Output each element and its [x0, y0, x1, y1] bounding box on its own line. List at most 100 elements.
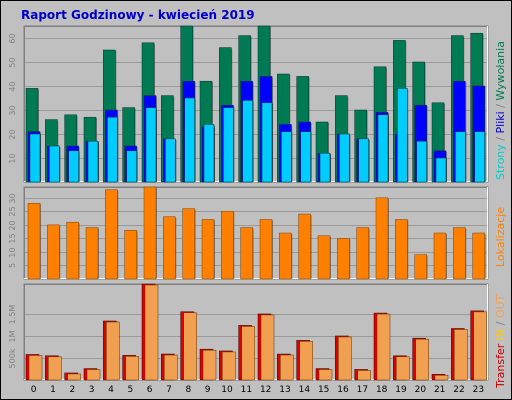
- bar-strony-4: [107, 116, 118, 183]
- legend-entry: Transfer: [494, 340, 507, 389]
- y-tick-label: 5: [8, 263, 17, 268]
- panel-bottom: 500k 1M 1.5M: [8, 283, 489, 381]
- bar-transfer-out-12: [260, 314, 275, 381]
- bar-strony-21: [435, 157, 447, 183]
- bar-strony-3: [87, 140, 99, 183]
- x-tick-0: 0: [31, 385, 37, 395]
- x-tick-3: 3: [89, 385, 95, 395]
- bar-visits-15: [317, 235, 331, 280]
- x-tick-23: 23: [473, 385, 484, 395]
- y-tick-label: 30: [8, 105, 17, 115]
- chart-panels: 10 20 30 40 50 60 5 10 15 20 25 30 500k 1M 1.5M: [8, 25, 489, 381]
- bar-transfer-out-16: [338, 336, 352, 381]
- legend-transfer: Transfer IN / OUT: [494, 294, 507, 389]
- x-tick-11: 11: [241, 385, 252, 395]
- bar-strony-1: [49, 145, 60, 183]
- bar-transfer-out-21: [434, 375, 449, 381]
- bar-visits-7: [163, 216, 176, 280]
- legend-entry: /: [494, 101, 507, 108]
- legend-entry: Lokalizacje: [494, 207, 507, 267]
- bar-transfer-out-20: [415, 338, 429, 381]
- bar-strony-12: [261, 102, 273, 183]
- bar-strony-8: [184, 97, 195, 183]
- x-tick-19: 19: [395, 385, 407, 395]
- bar-transfer-out-10: [222, 351, 236, 381]
- y-tick-label: 30: [8, 193, 17, 203]
- x-tick-22: 22: [453, 385, 464, 395]
- panel-top: 10 20 30 40 50 60: [8, 25, 489, 183]
- bar-strony-11: [242, 100, 253, 183]
- bar-visits-18: [375, 197, 389, 280]
- x-tick-1: 1: [50, 385, 56, 395]
- legend-entry: OUT: [494, 294, 507, 318]
- bar-visits-13: [279, 232, 292, 280]
- bar-transfer-out-9: [202, 349, 217, 381]
- legend-entry: Strony: [494, 141, 507, 180]
- bar-strony-14: [300, 131, 311, 183]
- y-tick-label: 10: [8, 153, 17, 163]
- y-tick-label: 1M: [8, 330, 17, 342]
- y-tick-label: 25: [8, 206, 17, 216]
- bar-visits-21: [433, 232, 447, 280]
- bar-strony-2: [68, 150, 79, 183]
- y-tick-label: 15: [8, 233, 17, 243]
- bar-visits-4: [105, 189, 118, 280]
- bar-visits-10: [221, 211, 234, 280]
- x-tick-16: 16: [337, 385, 349, 395]
- bar-strony-17: [358, 138, 369, 183]
- x-tick-21: 21: [434, 385, 445, 395]
- x-tick-2: 2: [69, 385, 75, 395]
- bar-transfer-out-1: [48, 356, 62, 381]
- bar-strony-23: [474, 131, 485, 183]
- bar-visits-6: [143, 186, 157, 280]
- bar-visits-8: [182, 208, 195, 280]
- y-tick-label: 500k: [8, 348, 17, 368]
- x-tick-12: 12: [260, 385, 271, 395]
- bar-transfer-out-4: [106, 321, 120, 381]
- y-tick-label: 20: [8, 129, 17, 139]
- legend-entry: IN: [494, 325, 507, 340]
- bar-strony-15: [319, 152, 331, 183]
- x-tick-5: 5: [127, 385, 133, 395]
- x-tick-20: 20: [415, 385, 427, 395]
- bar-visits-5: [124, 230, 137, 280]
- bar-strony-16: [339, 133, 350, 183]
- bar-transfer-out-2: [67, 373, 81, 381]
- y-tick-label: 50: [8, 57, 17, 67]
- bar-transfer-out-6: [144, 284, 159, 381]
- bar-visits-9: [201, 219, 215, 280]
- bar-strony-0: [29, 133, 41, 183]
- bar-transfer-out-3: [86, 369, 101, 381]
- bar-transfer-out-13: [280, 354, 294, 381]
- bar-visits-16: [337, 238, 350, 280]
- x-tick-4: 4: [108, 385, 114, 395]
- bar-transfer-out-8: [183, 312, 197, 381]
- y-tick-label: 60: [8, 33, 17, 43]
- bar-visits-20: [414, 254, 427, 280]
- x-tick-7: 7: [166, 385, 172, 395]
- x-tick-14: 14: [299, 385, 311, 395]
- x-tick-13: 13: [279, 385, 290, 395]
- x-tick-8: 8: [185, 385, 191, 395]
- bar-visits-2: [66, 221, 79, 280]
- legend-entry: /: [494, 134, 507, 141]
- legend-pages-files-hits: Strony / Pliki / Wywołania: [494, 41, 507, 180]
- legend-entry: Pliki: [494, 108, 507, 134]
- bar-visits-17: [356, 227, 369, 280]
- bar-strony-6: [145, 107, 157, 183]
- y-tick-label: 20: [8, 220, 17, 230]
- panel-frame: [23, 25, 489, 183]
- x-tick-15: 15: [318, 385, 329, 395]
- bar-transfer-out-15: [318, 369, 333, 381]
- bar-strony-19: [397, 88, 408, 183]
- y-tick-label: 1.5M: [8, 305, 17, 325]
- bar-strony-18: [377, 114, 389, 183]
- y-tick-label: 10: [8, 247, 17, 257]
- bar-strony-13: [281, 131, 292, 183]
- bar-strony-20: [416, 140, 427, 183]
- bar-visits-11: [240, 227, 253, 280]
- legend-entry: /: [494, 318, 507, 325]
- bar-visits-12: [259, 219, 273, 280]
- bar-transfer-out-5: [125, 356, 139, 381]
